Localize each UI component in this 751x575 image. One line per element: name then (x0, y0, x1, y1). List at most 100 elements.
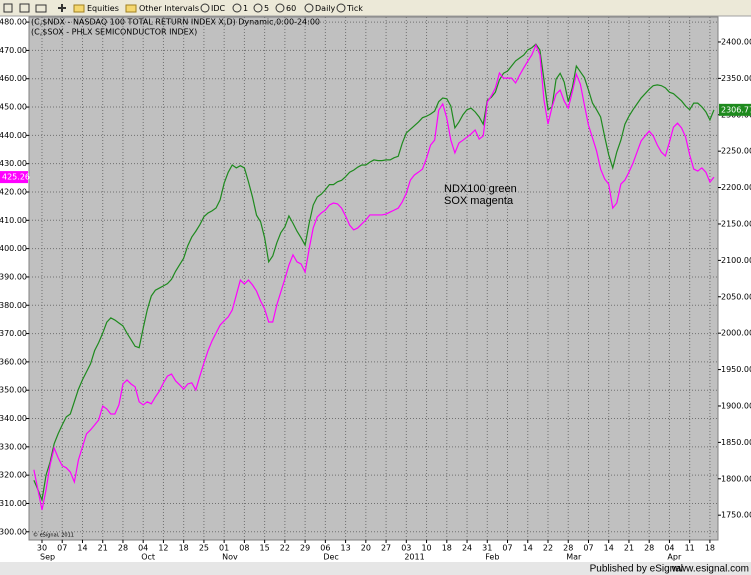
y2-tick-label: 2400.00 (721, 37, 751, 46)
x-tick-label: 15 (260, 544, 270, 553)
last-value-label: 425.26 (2, 173, 30, 182)
y2-tick-label: 2000.00 (721, 329, 751, 338)
icon[interactable] (336, 3, 346, 13)
series-line (33, 43, 715, 503)
y2-tick-label: 2200.00 (721, 183, 751, 192)
x-tick-label: 21 (98, 544, 108, 553)
grid (26, 17, 721, 543)
y2-tick-label: 2050.00 (721, 292, 751, 301)
x-tick-label: 25 (199, 544, 209, 553)
y-tick-label: 400.00 (0, 244, 27, 253)
x-tick-label: 07 (57, 544, 67, 553)
y2-tick-label: 1900.00 (721, 401, 751, 410)
x-tick-label: 21 (624, 544, 634, 553)
toolbar-item[interactable]: 60 (286, 4, 296, 13)
x-group-label: Oct (141, 553, 155, 562)
y-tick-label: 420.00 (0, 187, 27, 196)
icon[interactable] (304, 3, 314, 13)
y2-tick-label: 1750.00 (721, 511, 751, 520)
x-tick-label: 29 (300, 544, 310, 553)
y-tick-label: 320.00 (0, 471, 27, 480)
x-tick-label: 13 (341, 544, 351, 553)
x-tick-label: 07 (502, 544, 512, 553)
y2-tick-label: 1950.00 (721, 365, 751, 374)
y2-tick-label: 1850.00 (721, 438, 751, 447)
toolbar-item[interactable]: IDC (211, 4, 226, 13)
toolbar-item[interactable]: 1 (243, 4, 248, 13)
icon[interactable] (35, 4, 47, 13)
x-group-label: Nov (222, 553, 238, 562)
x-tick-label: 31 (482, 544, 492, 553)
y2-tick-label: 2250.00 (721, 147, 751, 156)
footer-text: Published by eSignal (590, 564, 683, 575)
y-tick-label: 360.00 (0, 357, 27, 366)
icon[interactable] (58, 4, 66, 12)
icon[interactable] (275, 3, 285, 13)
last-value-box (719, 103, 751, 116)
series-header: (C,$SOX - PHLX SEMICONDUCTOR INDEX) (31, 28, 197, 37)
x-tick-label: 08 (239, 544, 249, 553)
toolbar-item[interactable]: Other Intervals (139, 4, 199, 13)
icon[interactable] (232, 3, 242, 13)
x-tick-label: 22 (280, 544, 290, 553)
x-tick-label: 18 (442, 544, 452, 553)
toolbar-item[interactable]: Equities (87, 4, 119, 13)
x-tick-label: 20 (361, 544, 371, 553)
last-value-label: 2306.77 (721, 105, 751, 114)
y-tick-label: 330.00 (0, 442, 27, 451)
icon[interactable] (3, 3, 13, 13)
y-tick-label: 300.00 (0, 527, 27, 536)
x-tick-label: 14 (77, 544, 87, 553)
y-tick-label: 350.00 (0, 386, 27, 395)
footer (0, 562, 751, 575)
annotation: NDX100 green (444, 183, 517, 195)
lines (33, 43, 715, 511)
copyright: © eSignal, 2011 (33, 532, 74, 539)
x-tick-label: 01 (219, 544, 229, 553)
annotation: SOX magenta (444, 195, 514, 207)
series-line (33, 43, 715, 511)
toolbar-item[interactable]: 5 (264, 4, 269, 13)
icon[interactable] (200, 3, 210, 13)
x-tick-label: 24 (462, 544, 472, 553)
x-tick-label: 22 (543, 544, 553, 553)
y-tick-label: 470.00 (0, 46, 27, 55)
y-tick-label: 460.00 (0, 74, 27, 83)
toolbar-item[interactable]: Daily (315, 4, 336, 13)
icon[interactable] (253, 3, 263, 13)
labels: 300.00 310.00 320.00 330.00 340.00 350.00 360.… (0, 18, 751, 562)
x-tick-label: 06 (320, 544, 330, 553)
y-tick-label: 390.00 (0, 272, 27, 281)
icon[interactable] (73, 4, 85, 13)
y-tick-label: 430.00 (0, 159, 27, 168)
toolbar-icons (3, 3, 346, 13)
x-tick-label: 18 (179, 544, 189, 553)
y-tick-label: 310.00 (0, 499, 27, 508)
x-tick-label: 14 (523, 544, 533, 553)
footer-link[interactable]: www.esignal.com (671, 564, 749, 575)
x-tick-label: 04 (664, 544, 674, 553)
x-group-label: 2011 (404, 553, 424, 562)
x-group-label: Sep (40, 553, 55, 562)
y-tick-label: 480.00 (0, 18, 27, 27)
x-group-label: Feb (485, 553, 499, 562)
y-tick-label: 450.00 (0, 103, 27, 112)
y-tick-label: 370.00 (0, 329, 27, 338)
series-header: (C,$NDX - NASDAQ 100 TOTAL RETURN INDEX … (31, 18, 320, 27)
plot-area (28, 16, 719, 541)
x-group-label: Dec (323, 553, 338, 562)
y2-tick-label: 2350.00 (721, 74, 751, 83)
icon[interactable] (19, 3, 30, 13)
y2-tick-label: 2150.00 (721, 219, 751, 228)
x-group-label: Apr (667, 553, 682, 562)
x-tick-label: 10 (421, 544, 431, 553)
y-tick-label: 440.00 (0, 131, 27, 140)
x-tick-label: 30 (37, 544, 47, 553)
x-tick-label: 28 (644, 544, 654, 553)
last-value-box (0, 171, 28, 184)
toolbar (0, 0, 751, 16)
y-tick-label: 340.00 (0, 414, 27, 423)
icon[interactable] (125, 4, 137, 13)
toolbar-item[interactable]: Tick (346, 4, 363, 13)
